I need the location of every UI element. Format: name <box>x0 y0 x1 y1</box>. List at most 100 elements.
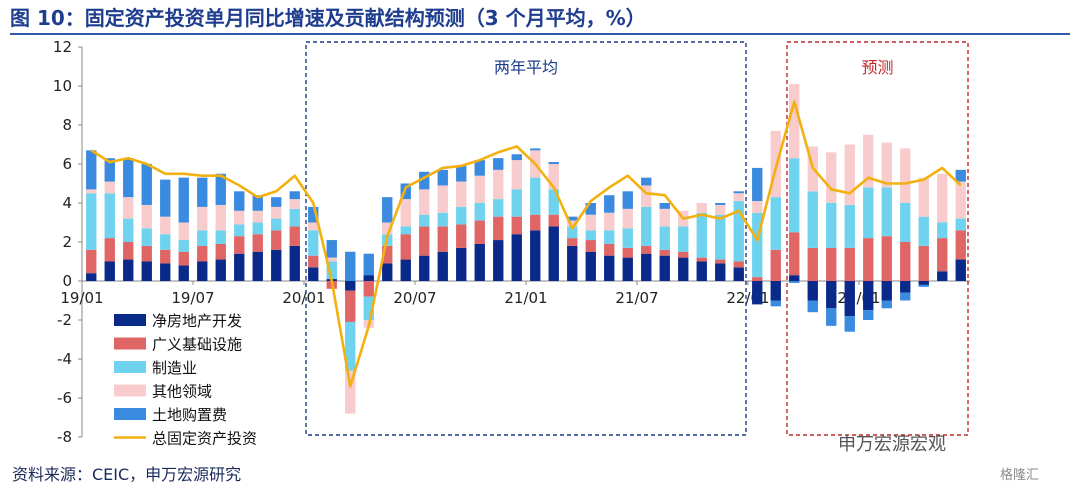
bar-infrastructure <box>567 238 578 246</box>
bar-infrastructure <box>530 214 541 231</box>
bar-land <box>752 167 763 202</box>
bar-infrastructure <box>160 249 171 264</box>
bar-other <box>585 214 596 231</box>
y-tick-label: 2 <box>62 233 72 251</box>
bar-other <box>252 210 263 223</box>
bar-other <box>419 189 430 215</box>
bar-land <box>641 177 652 186</box>
annotation-layer: 两年平均 预测 <box>305 41 969 436</box>
bar-manufacturing <box>400 226 411 235</box>
bar-other <box>567 220 578 227</box>
bar-real-estate <box>733 267 744 281</box>
bar-other <box>104 181 115 194</box>
y-tick-label: -4 <box>57 350 72 368</box>
bar-infrastructure <box>271 230 282 250</box>
bar-manufacturing <box>863 187 874 239</box>
bar-manufacturing <box>419 214 430 227</box>
bar-infrastructure <box>474 220 485 244</box>
bar-other <box>937 173 948 223</box>
bar-land <box>659 203 670 209</box>
bar-infrastructure <box>363 281 374 297</box>
bar-real-estate <box>252 251 263 281</box>
bar-real-estate <box>567 245 578 281</box>
bar-other <box>752 201 763 213</box>
bar-infrastructure <box>86 249 97 274</box>
bar-land <box>326 240 337 258</box>
bar-real-estate <box>826 281 837 309</box>
bar-manufacturing <box>178 240 189 252</box>
bar-real-estate <box>789 275 800 281</box>
forecast-label: 预测 <box>861 58 893 77</box>
x-tick-label: 19/01 <box>60 289 103 307</box>
bar-infrastructure <box>493 216 504 241</box>
x-tick-label: 21/01 <box>504 289 547 307</box>
bar-infrastructure <box>382 245 393 264</box>
legend-swatch-manufacturing <box>114 361 146 373</box>
bar-real-estate <box>955 259 966 281</box>
bar-real-estate <box>844 281 855 317</box>
bar-land <box>622 191 633 209</box>
bar-manufacturing <box>141 228 152 246</box>
bar-manufacturing <box>252 222 263 235</box>
bar-manufacturing <box>345 321 356 371</box>
bar-manufacturing <box>567 226 578 239</box>
bar-manufacturing <box>511 189 522 217</box>
y-tick-label: 6 <box>62 155 72 173</box>
legend-swatch-infrastructure <box>114 337 146 350</box>
bar-land <box>234 191 245 211</box>
bar-manufacturing <box>123 218 134 242</box>
bar-infrastructure <box>733 261 744 268</box>
bar-other <box>918 177 929 217</box>
bar-manufacturing <box>289 208 300 227</box>
bar-infrastructure <box>456 224 467 248</box>
x-tick-label: 22/01 <box>726 289 769 307</box>
bar-infrastructure <box>604 243 615 256</box>
bar-infrastructure <box>844 247 855 281</box>
bar-other <box>271 206 282 219</box>
bar-real-estate <box>178 265 189 281</box>
bar-infrastructure <box>548 214 559 227</box>
bar-infrastructure <box>345 290 356 322</box>
bar-other <box>197 206 208 231</box>
total-investment-line <box>90 100 962 388</box>
bar-other <box>659 208 670 227</box>
bar-real-estate <box>345 281 356 291</box>
bar-land <box>123 158 134 198</box>
bar-land <box>585 203 596 215</box>
legend-label: 净房地产开发 <box>152 312 242 330</box>
bar-infrastructure <box>141 245 152 262</box>
bar-land <box>271 197 282 207</box>
bar-infrastructure <box>955 230 966 260</box>
bar-real-estate <box>881 281 892 301</box>
bar-manufacturing <box>752 212 763 278</box>
legend-label: 总固定资产投资 <box>152 430 257 448</box>
bar-infrastructure <box>696 257 707 262</box>
bar-manufacturing <box>271 218 282 231</box>
x-tick-label: 22/01 <box>837 289 880 307</box>
bar-other <box>437 185 448 213</box>
bar-infrastructure <box>937 238 948 272</box>
bar-real-estate <box>234 253 245 281</box>
bar-infrastructure <box>215 243 226 260</box>
chart-title: 图 10：固定资产投资单月同比增速及贡献结构预测（3 个月平均，%） <box>10 3 1070 35</box>
legend-swatch-other <box>114 384 146 397</box>
two-year-average-label: 两年平均 <box>494 58 558 77</box>
legend-label: 制造业 <box>152 359 197 377</box>
bar-manufacturing <box>104 193 115 239</box>
bar-manufacturing <box>826 203 837 248</box>
bar-manufacturing <box>733 201 744 262</box>
bar-manufacturing <box>937 222 948 239</box>
bar-manufacturing <box>844 204 855 248</box>
bar-manufacturing <box>456 206 467 225</box>
bar-land <box>770 300 781 307</box>
bar-infrastructure <box>752 277 763 281</box>
bar-real-estate <box>271 249 282 281</box>
bar-land <box>955 169 966 182</box>
bar-other <box>456 181 467 207</box>
bar-infrastructure <box>511 216 522 235</box>
watermark-text: 申万宏源宏观 <box>838 434 946 455</box>
bar-real-estate <box>604 255 615 281</box>
bar-land <box>437 169 448 186</box>
bar-land <box>844 316 855 332</box>
